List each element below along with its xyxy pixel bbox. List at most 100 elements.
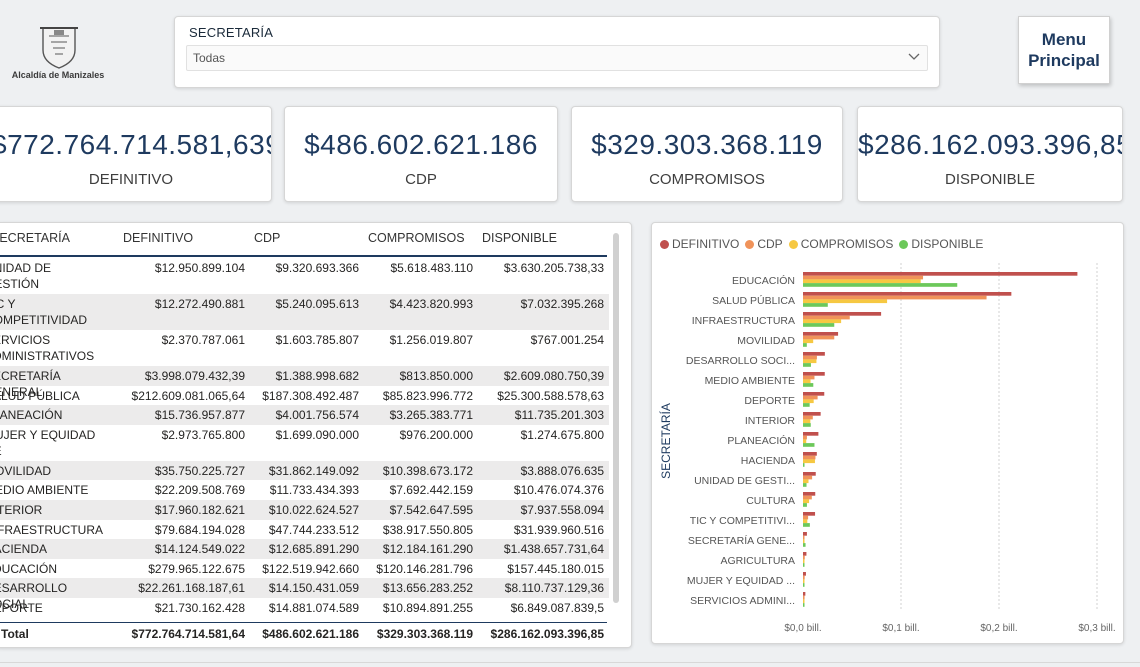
bar-disponible[interactable] xyxy=(803,323,835,327)
bar-cdp[interactable] xyxy=(803,335,835,340)
bar-compromisos[interactable] xyxy=(803,339,814,344)
bar-compromisos[interactable] xyxy=(803,359,817,364)
bar-definitivo[interactable] xyxy=(803,472,816,476)
bar-cdp[interactable] xyxy=(803,435,807,440)
bar-cdp[interactable] xyxy=(803,575,805,580)
bar-cdp[interactable] xyxy=(803,455,816,460)
bar-definitivo[interactable] xyxy=(803,372,825,376)
bar-disponible[interactable] xyxy=(803,343,807,347)
bar-compromisos[interactable] xyxy=(803,419,811,424)
row-value: $1.438.657.731,64 xyxy=(503,542,604,557)
row-value: $212.609.081.065,64 xyxy=(131,388,245,403)
bar-cdp[interactable] xyxy=(803,295,987,300)
bar-cdp[interactable] xyxy=(803,495,812,500)
table-row[interactable]: SALUD PÚBLICA $212.609.081.065,64 $187.308… xyxy=(0,386,609,406)
bar-compromisos[interactable] xyxy=(803,559,805,564)
bar-cdp[interactable] xyxy=(803,315,850,320)
bar-compromisos[interactable] xyxy=(803,399,814,404)
legend-item[interactable]: DEFINITIVO xyxy=(660,237,739,251)
bar-compromisos[interactable] xyxy=(803,279,921,284)
bar-definitivo[interactable] xyxy=(803,532,807,536)
row-value: $767.001.254 xyxy=(530,333,604,347)
table-row[interactable]: HACIENDA $14.124.549.022 $12.685.891.290 $1… xyxy=(0,539,609,559)
bar-cdp[interactable] xyxy=(803,415,813,420)
bar-definitivo[interactable] xyxy=(803,332,839,336)
bar-compromisos[interactable] xyxy=(803,459,815,464)
row-value: $1.256.019.807 xyxy=(389,333,473,347)
table-row[interactable]: PLANEACIÓN $15.736.957.877 $4.001.756.574 $… xyxy=(0,405,609,425)
column-header[interactable]: COMPROMISOS xyxy=(368,231,465,245)
bar-compromisos[interactable] xyxy=(803,579,805,584)
bar-cdp[interactable] xyxy=(803,595,805,600)
table-row[interactable]: INFRAESTRUCTURA $79.684.194.028 $47.744.23… xyxy=(0,520,609,540)
bar-disponible[interactable] xyxy=(803,563,805,567)
bar-definitivo[interactable] xyxy=(803,452,817,456)
bar-definitivo[interactable] xyxy=(803,392,825,396)
bar-disponible[interactable] xyxy=(803,443,815,447)
column-header[interactable]: SECRETARÍA xyxy=(0,231,70,245)
bar-definitivo[interactable] xyxy=(803,412,821,416)
bar-cdp[interactable] xyxy=(803,375,815,380)
bar-compromisos[interactable] xyxy=(803,539,805,544)
bar-disponible[interactable] xyxy=(803,303,828,307)
legend-item[interactable]: DISPONIBLE xyxy=(899,237,983,251)
column-header[interactable]: DISPONIBLE xyxy=(482,231,558,245)
bar-disponible[interactable] xyxy=(803,543,806,547)
table-row[interactable]: UNIDAD DE GESTIÓN DEL RIESGO$12.950.899.… xyxy=(0,258,609,307)
table-row[interactable]: TIC Y COMPETITIVIDAD $12.272.490.881 $5.24… xyxy=(0,294,609,330)
bar-disponible[interactable] xyxy=(803,463,805,467)
table-row[interactable]: EDUCACIÓN $279.965.122.675 $122.519.942.66… xyxy=(0,559,609,579)
bar-definitivo[interactable] xyxy=(803,432,819,436)
column-header[interactable]: CDP xyxy=(254,231,281,245)
bar-definitivo[interactable] xyxy=(803,272,1078,276)
bar-definitivo[interactable] xyxy=(803,352,825,356)
bar-compromisos[interactable] xyxy=(803,599,805,604)
bar-cdp[interactable] xyxy=(803,555,805,560)
bar-compromisos[interactable] xyxy=(803,319,842,324)
bar-definitivo[interactable] xyxy=(803,552,807,556)
bar-cdp[interactable] xyxy=(803,395,818,400)
bar-compromisos[interactable] xyxy=(803,519,808,524)
bar-cdp[interactable] xyxy=(803,355,817,360)
bar-cdp[interactable] xyxy=(803,535,805,540)
bar-cdp[interactable] xyxy=(803,275,924,280)
bar-disponible[interactable] xyxy=(803,423,811,427)
bar-disponible[interactable] xyxy=(803,283,958,287)
table-row[interactable]: DESARROLLO SOCIAL $22.261.168.187,61 $14.1… xyxy=(0,578,609,611)
column-header[interactable]: DEFINITIVO xyxy=(123,231,194,245)
bar-definitivo[interactable] xyxy=(803,292,1012,296)
bar-disponible[interactable] xyxy=(803,383,814,387)
bar-disponible[interactable] xyxy=(803,583,805,587)
table-row[interactable]: MOVILIDAD $35.750.225.727 $31.862.149.092 $… xyxy=(0,460,609,481)
legend-item[interactable]: CDP xyxy=(745,237,783,251)
bar-definitivo[interactable] xyxy=(803,592,806,596)
bar-compromisos[interactable] xyxy=(803,299,888,304)
bar-disponible[interactable] xyxy=(803,603,805,607)
bar-disponible[interactable] xyxy=(803,483,807,487)
bar-definitivo[interactable] xyxy=(803,572,806,576)
bar-cdp[interactable] xyxy=(803,515,809,520)
bar-disponible[interactable] xyxy=(803,363,811,367)
bar-definitivo[interactable] xyxy=(803,312,882,316)
menu-principal-button[interactable]: Menu Principal xyxy=(1018,16,1110,84)
table-scrollbar[interactable] xyxy=(613,233,619,603)
bar-disponible[interactable] xyxy=(803,523,810,527)
table-row[interactable]: MUJER Y EQUIDAD DE GÉNERO$2.973.765.800$… xyxy=(0,425,609,474)
table-row[interactable]: DEPORTE $21.730.162.428 $14.881.074.589 $10… xyxy=(0,598,609,618)
bar-compromisos[interactable] xyxy=(803,499,810,504)
bar-disponible[interactable] xyxy=(803,403,810,407)
bar-definitivo[interactable] xyxy=(803,492,816,496)
table-row[interactable]: SERVICIOS ADMINISTRATIVOS $2.370.787.061 $… xyxy=(0,330,609,366)
bar-disponible[interactable] xyxy=(803,503,807,507)
table-row[interactable]: INTERIOR $17.960.182.621 $10.022.624.527 $7… xyxy=(0,500,609,520)
table-row[interactable]: SECRETARÍA GENERAL $3.998.079.432,39 $1.38… xyxy=(0,366,609,399)
row-value: $31.862.149.092 xyxy=(268,463,359,478)
bar-cdp[interactable] xyxy=(803,475,813,480)
bar-compromisos[interactable] xyxy=(803,439,807,444)
secretaria-dropdown[interactable]: Todas xyxy=(186,45,928,71)
bar-compromisos[interactable] xyxy=(803,379,811,384)
legend-item[interactable]: COMPROMISOS xyxy=(788,237,893,251)
bar-definitivo[interactable] xyxy=(803,512,816,516)
bar-compromisos[interactable] xyxy=(803,479,809,484)
table-row[interactable]: MEDIO AMBIENTE $22.209.508.769 $11.733.434… xyxy=(0,480,609,500)
